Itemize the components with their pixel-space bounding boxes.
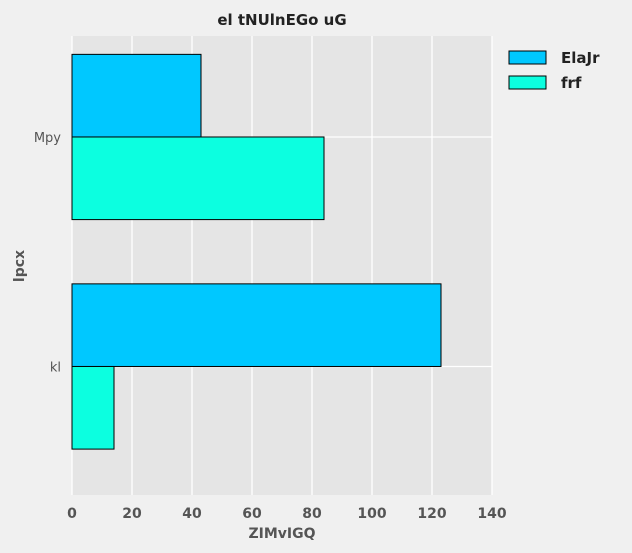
x-tick-label: 100	[357, 506, 386, 522]
bar-ElaJr-Mpy	[71, 53, 202, 138]
legend: ElaJr frf	[508, 49, 600, 92]
x-tick-label: 120	[417, 506, 446, 522]
x-axis-label: ZIMvIGQ	[248, 526, 315, 542]
x-tick-label: 60	[242, 506, 262, 522]
x-tick-label: 80	[302, 506, 322, 522]
y-axis-label: lpcx	[12, 250, 28, 282]
y-axis-ticks: Mpy kl	[34, 131, 61, 376]
x-tick-label: 0	[67, 506, 77, 522]
x-tick-label: 140	[477, 506, 506, 522]
chart-title: el tNUlnEGo uG	[217, 11, 346, 29]
legend-label: frf	[561, 74, 582, 92]
bar-frf-Mpy	[71, 136, 325, 221]
bars	[71, 53, 442, 450]
x-axis-ticks: 0 20 40 60 80 100 120 140	[67, 506, 507, 522]
y-tick-label: kl	[50, 360, 61, 375]
x-tick-label: 40	[182, 506, 202, 522]
legend-label: ElaJr	[561, 49, 600, 67]
bar-frf-kl	[71, 365, 115, 450]
bar-ElaJr-kl	[71, 283, 442, 367]
legend-swatch	[508, 75, 547, 90]
x-tick-label: 20	[122, 506, 142, 522]
y-tick-label: Mpy	[34, 131, 61, 146]
legend-swatch	[508, 50, 547, 65]
